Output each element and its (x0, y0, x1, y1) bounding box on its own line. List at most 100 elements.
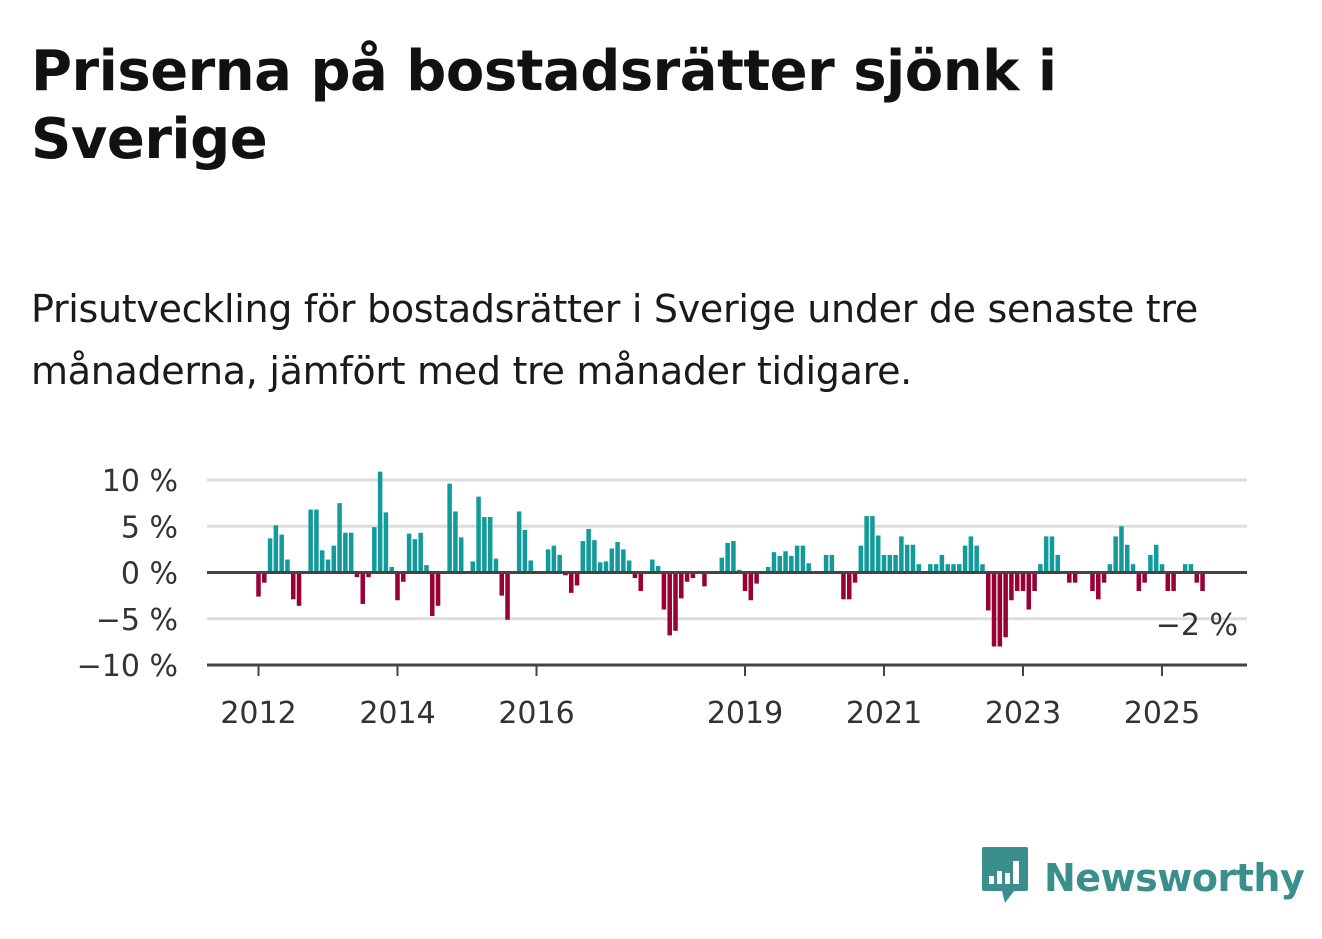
bar (1124, 544, 1130, 573)
bar (343, 532, 348, 573)
bar (1142, 572, 1147, 583)
bar (742, 572, 748, 591)
bar (1026, 572, 1032, 610)
bar (985, 572, 991, 611)
bar (667, 572, 672, 636)
bar (1159, 564, 1165, 573)
bar (360, 572, 366, 604)
bar (470, 561, 476, 573)
bar (881, 554, 887, 573)
bar (951, 564, 956, 573)
bar (962, 545, 968, 573)
bar (1165, 572, 1171, 591)
bar (655, 566, 661, 573)
bar (887, 554, 893, 573)
bar (314, 509, 319, 573)
bar (395, 572, 400, 601)
bar (592, 540, 597, 573)
bar (389, 566, 394, 573)
bar (1200, 572, 1205, 591)
bar (1072, 572, 1078, 583)
bar (910, 544, 916, 573)
bar (997, 572, 1003, 647)
bar (1101, 572, 1107, 583)
bar (406, 533, 412, 573)
bar (725, 542, 730, 573)
bar (748, 572, 754, 601)
bar (487, 517, 493, 573)
bar (1119, 526, 1124, 573)
bar (968, 536, 974, 573)
bar (499, 572, 505, 596)
y-tick-label: −5 % (96, 603, 178, 638)
bar (858, 545, 864, 573)
bar (650, 559, 655, 573)
bar (603, 561, 609, 573)
y-tick-label: 5 % (121, 510, 178, 545)
bar (1055, 554, 1061, 573)
bar (262, 572, 267, 583)
bar (904, 544, 910, 573)
bar (296, 572, 302, 606)
bar (1096, 572, 1101, 600)
bar (679, 572, 684, 599)
bars (256, 471, 1205, 647)
bar (1107, 564, 1113, 573)
bar (957, 564, 962, 573)
bar (528, 560, 533, 573)
bar (412, 539, 418, 573)
bar (852, 572, 858, 583)
bar (1049, 536, 1055, 573)
bar (290, 572, 296, 600)
bar (574, 572, 580, 586)
bar (1032, 572, 1037, 591)
bar (893, 554, 898, 573)
page-title: Priserna på bostadsrätter sjönk i Sverig… (31, 39, 1057, 172)
bar (916, 564, 922, 573)
bar (505, 572, 510, 620)
axes: 10 % 5 % 0 % −5 % −10 % 2012 2014 2016 2019 2021 2… (77, 464, 1247, 731)
bar (783, 551, 788, 573)
bar (806, 563, 811, 573)
bar (447, 483, 452, 573)
bar (690, 572, 696, 579)
bar (354, 572, 360, 578)
bar (1067, 572, 1072, 583)
bar (366, 572, 371, 578)
bar (1171, 572, 1176, 591)
bar-chart: 10 % 5 % 0 % −5 % −10 % 2012 2014 2016 2019 2021 2… (77, 464, 1247, 731)
bar (1136, 572, 1142, 591)
bar (777, 555, 783, 573)
bar (991, 572, 997, 647)
bar (864, 516, 869, 573)
bar (661, 572, 667, 610)
bar (1153, 544, 1159, 573)
bar (829, 554, 835, 573)
bar (1188, 564, 1194, 573)
bar (794, 545, 800, 573)
bar (337, 503, 342, 573)
bar (256, 572, 261, 597)
bar (945, 564, 950, 573)
bar (1148, 554, 1153, 573)
bar (429, 572, 435, 616)
bar (870, 516, 875, 573)
bar (1194, 572, 1200, 583)
bar (1014, 572, 1020, 591)
bar (899, 536, 904, 573)
bar (615, 541, 620, 573)
bar (285, 559, 290, 573)
bar (586, 529, 591, 573)
bar (545, 549, 551, 573)
x-tick-label: 2023 (985, 696, 1061, 731)
bar (401, 572, 406, 582)
y-tick-label: −10 % (77, 649, 178, 684)
bar (621, 549, 626, 573)
bar (273, 525, 279, 573)
bar (684, 572, 690, 582)
bar (383, 512, 389, 573)
x-tick-label: 2014 (359, 696, 435, 731)
bar (325, 559, 331, 573)
x-tick-label: 2021 (846, 696, 922, 731)
bar (319, 550, 325, 573)
